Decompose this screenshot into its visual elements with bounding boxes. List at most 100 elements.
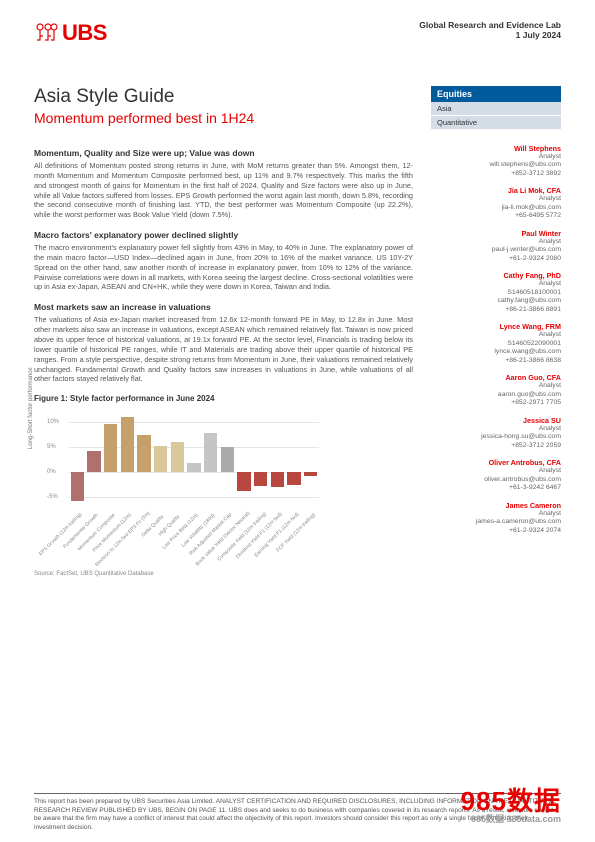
analyst-phone: +65-6495 5772: [431, 212, 561, 220]
section-heading: Momentum, Quality and Size were up; Valu…: [34, 148, 413, 158]
analyst-title: Analyst: [431, 153, 561, 161]
chart-bar: [221, 447, 234, 472]
figure-title: Figure 1: Style factor performance in Ju…: [34, 394, 413, 403]
equities-row: Quantitative: [431, 116, 561, 130]
bar-wrap: Earning Yield F1 (12m fwd): [286, 412, 303, 512]
analyst-email: james-a.cameron@ubs.com: [431, 518, 561, 526]
bar-chart: Long-Short factor performance -5%0%5%10%…: [34, 407, 324, 567]
chart-bar: [171, 442, 184, 472]
chart-bar: [287, 472, 300, 485]
page-title: Asia Style Guide: [34, 86, 413, 108]
bar-wrap: Fundamental Growth: [86, 412, 103, 512]
org-name: Global Research and Evidence Lab: [419, 20, 561, 30]
analyst-title: Analyst: [431, 331, 561, 339]
analyst-block: Lynce Wang, FRMAnalystS1460522090001lync…: [431, 322, 561, 365]
bar-wrap: High Quality: [169, 412, 186, 512]
chart-bar: [87, 451, 100, 472]
analyst-title: Analyst: [431, 425, 561, 433]
equities-box: Equities Asia Quantitative: [431, 86, 561, 130]
analyst-block: Jia Li Mok, CFAAnalystjia-li.mok@ubs.com…: [431, 186, 561, 220]
analyst-email: jia-li.mok@ubs.com: [431, 204, 561, 212]
bar-wrap: Low Price Beta (12m): [186, 412, 203, 512]
analyst-block: James CameronAnalystjames-a.cameron@ubs.…: [431, 501, 561, 535]
page-header: UBS Global Research and Evidence Lab 1 J…: [34, 20, 561, 46]
analyst-email: paul-j.winter@ubs.com: [431, 246, 561, 254]
logo-text: UBS: [62, 20, 107, 46]
section-body: All definitions of Momentum posted stron…: [34, 161, 413, 220]
analyst-name: Jia Li Mok, CFA: [431, 186, 561, 195]
chart-source: Source: FactSet, UBS Quantitative Databa…: [34, 571, 413, 577]
watermark: 985数据 985数据 985data.com: [461, 785, 561, 826]
analyst-block: Jessica SUAnalystjessica-hong.su@ubs.com…: [431, 416, 561, 450]
analyst-email: jessica-hong.su@ubs.com: [431, 433, 561, 441]
bar-wrap: Risk Adjusted Market Cap: [219, 412, 236, 512]
bar-wrap: Momentum Composite: [102, 412, 119, 512]
chart-bar: [204, 433, 217, 472]
analyst-phone: +86-21-3866 8891: [431, 306, 561, 314]
analyst-phone: +852-2971 7705: [431, 399, 561, 407]
analyst-email: will.stephens@ubs.com: [431, 161, 561, 169]
section-body: The valuations of Asia ex-Japan market i…: [34, 315, 413, 384]
disclaimer-footer: This report has been prepared by UBS Sec…: [34, 793, 561, 832]
chart-bar: [271, 472, 284, 487]
analyst-name: Paul Winter: [431, 229, 561, 238]
ytick-label: 0%: [47, 469, 56, 475]
analyst-name: Lynce Wang, FRM: [431, 322, 561, 331]
analyst-extra: cathy.fang@ubs.com: [431, 297, 561, 305]
bar-wrap: EPS Growth (12m trailing): [69, 412, 86, 512]
watermark-main: 985数据: [461, 786, 561, 816]
equities-header: Equities: [431, 86, 561, 102]
chart-bar: [187, 463, 200, 472]
chart-bar: [71, 472, 84, 501]
bar-wrap: FCF Yield (12m trailing): [302, 412, 319, 512]
analyst-name: Cathy Fang, PhD: [431, 271, 561, 280]
analyst-block: Aaron Guo, CFAAnalystaaron.guo@ubs.com+8…: [431, 373, 561, 407]
bar-wrap: Revision to 12m fwd EPS Fc (3m): [136, 412, 153, 512]
analyst-email: S1460518100001: [431, 289, 561, 297]
ytick-label: 5%: [47, 444, 56, 450]
analyst-title: Analyst: [431, 195, 561, 203]
analyst-name: Aaron Guo, CFA: [431, 373, 561, 382]
sidebar: Equities Asia Quantitative Will Stephens…: [431, 86, 561, 577]
bar-wrap: Composite Yield (12m trailing): [252, 412, 269, 512]
main-content: Asia Style Guide Momentum performed best…: [34, 86, 413, 577]
analyst-phone: +86-21-3866 8638: [431, 357, 561, 365]
chart-bar: [304, 472, 317, 476]
analyst-block: Oliver Antrobus, CFAAnalystoliver.antrob…: [431, 458, 561, 492]
analyst-name: Jessica SU: [431, 416, 561, 425]
analyst-name: Will Stephens: [431, 144, 561, 153]
chart-bar: [121, 417, 134, 472]
analyst-title: Analyst: [431, 238, 561, 246]
watermark-sub: 985数据 985data.com: [461, 814, 561, 826]
section-heading: Macro factors' explanatory power decline…: [34, 230, 413, 240]
analyst-title: Analyst: [431, 382, 561, 390]
analyst-phone: +61-2-9324 2074: [431, 527, 561, 535]
chart-bar: [154, 446, 167, 472]
analyst-phone: +852-3712 2059: [431, 442, 561, 450]
report-date: 1 July 2024: [419, 30, 561, 40]
analyst-block: Cathy Fang, PhDAnalystS1460518100001cath…: [431, 271, 561, 314]
chart-bar: [137, 435, 150, 473]
chart-bar: [254, 472, 267, 486]
analyst-name: Oliver Antrobus, CFA: [431, 458, 561, 467]
bar-wrap: Dividend Yield F1 (12m fwd): [269, 412, 286, 512]
ytick-label: 10%: [47, 419, 59, 425]
analyst-name: James Cameron: [431, 501, 561, 510]
section-heading: Most markets saw an increase in valuatio…: [34, 302, 413, 312]
analyst-title: Analyst: [431, 467, 561, 475]
analyst-phone: +61-3-9242 6467: [431, 484, 561, 492]
analyst-extra: lynce.wang@ubs.com: [431, 348, 561, 356]
ytick-label: -5%: [47, 494, 58, 500]
analyst-block: Will StephensAnalystwill.stephens@ubs.co…: [431, 144, 561, 178]
header-meta: Global Research and Evidence Lab 1 July …: [419, 20, 561, 40]
bar-wrap: Low Volatility (180d): [202, 412, 219, 512]
chart-bar: [104, 424, 117, 473]
analyst-block: Paul WinterAnalystpaul-j.winter@ubs.com+…: [431, 229, 561, 263]
chart-ylabel: Long-Short factor performance: [28, 368, 34, 450]
page-subtitle: Momentum performed best in 1H24: [34, 110, 413, 126]
analyst-title: Analyst: [431, 280, 561, 288]
analyst-email: S1460522090001: [431, 340, 561, 348]
keys-icon: [34, 22, 58, 44]
ubs-logo: UBS: [34, 20, 107, 46]
analyst-email: oliver.antrobus@ubs.com: [431, 476, 561, 484]
